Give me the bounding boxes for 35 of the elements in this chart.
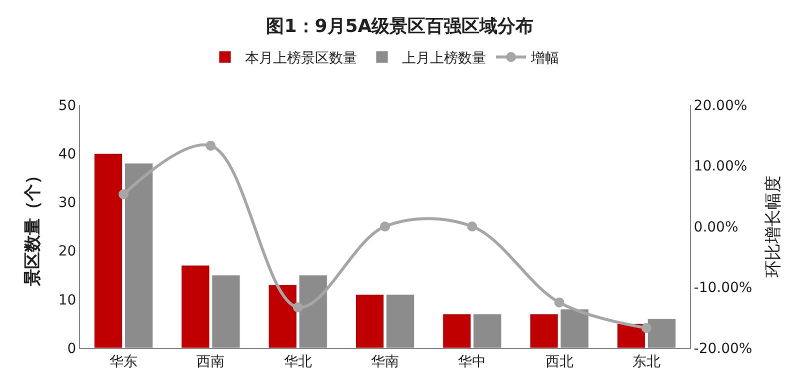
bar — [442, 314, 472, 348]
y-tick-label: 30 — [58, 195, 76, 212]
y-tick-label: 50 — [58, 98, 76, 114]
bar — [268, 284, 297, 348]
bar — [355, 294, 384, 348]
point — [292, 302, 303, 312]
bar — [94, 153, 123, 348]
y2-tick-label: 0.00% — [694, 219, 738, 236]
point — [206, 140, 216, 151]
x-tick-label: 西南 — [196, 354, 225, 370]
x-tick-label: 西北 — [545, 354, 574, 370]
x-tick-label: 华北 — [284, 354, 312, 370]
legend-label: 增幅 — [530, 50, 559, 66]
chart-title: 图1：9月5A级景区百强区域分布 — [266, 16, 534, 37]
y2-tick-label: -10.00% — [694, 280, 752, 296]
y-tick-label: 0 — [67, 340, 76, 357]
point — [467, 222, 478, 232]
x-tick-label: 华东 — [110, 354, 138, 370]
point — [118, 189, 129, 200]
y2-tick-label: 20.00% — [694, 98, 748, 114]
point — [380, 222, 390, 232]
y-tick-label: 20 — [58, 244, 76, 260]
y2-tick-label: 10.00% — [694, 158, 748, 175]
x-tick-label: 东北 — [632, 354, 660, 370]
legend-label: 上月上榜数量 — [402, 50, 486, 66]
point — [641, 322, 652, 333]
x-tick-label: 华中 — [458, 354, 486, 370]
y-tick-label: 40 — [58, 146, 76, 162]
y-axis-title: 景区数量（个） — [22, 167, 43, 287]
legend-label: 本月上榜景区数量 — [245, 50, 357, 66]
y2-tick-label: -20.00% — [694, 340, 752, 357]
y2-axis-title: 环比增长幅度 — [764, 176, 784, 278]
x-tick-label: 华南 — [371, 354, 399, 370]
point — [554, 297, 564, 308]
y-tick-label: 10 — [58, 292, 76, 308]
